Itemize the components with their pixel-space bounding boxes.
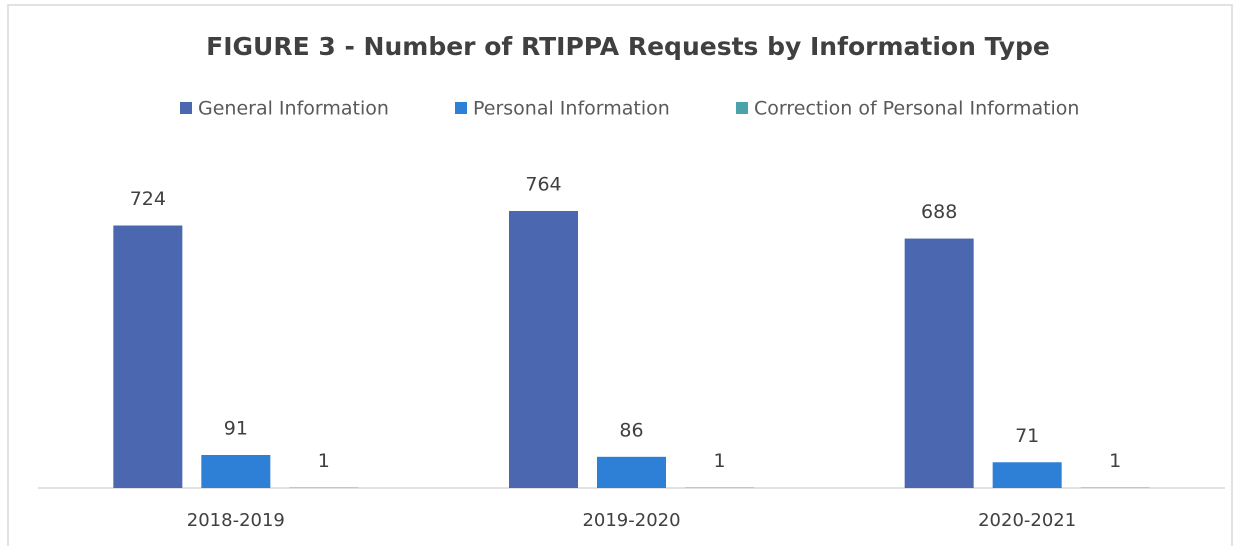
- bar: [992, 462, 1062, 488]
- legend-swatch: [736, 102, 748, 114]
- legend-label: Personal Information: [473, 98, 670, 120]
- value-label: 91: [224, 418, 248, 440]
- bar: [509, 211, 578, 488]
- value-label: 724: [130, 188, 166, 210]
- value-label: 764: [525, 174, 561, 196]
- chart-title: FIGURE 3 - Number of RTIPPA Requests by …: [206, 32, 1050, 61]
- value-label: 1: [318, 450, 330, 472]
- value-label: 1: [1109, 450, 1121, 472]
- x-tick-label: 2020-2021: [978, 510, 1076, 531]
- bar: [904, 238, 974, 488]
- x-tick-label: 2018-2019: [187, 510, 285, 531]
- bar: [597, 456, 666, 488]
- legend-label: General Information: [198, 98, 389, 120]
- legend-label: Correction of Personal Information: [754, 98, 1079, 120]
- chart-frame: [7, 4, 1233, 546]
- value-label: 1: [713, 450, 725, 472]
- bar: [113, 225, 183, 488]
- value-label: 71: [1015, 425, 1039, 447]
- value-label: 688: [921, 201, 957, 223]
- legend-swatch: [455, 102, 467, 114]
- bar: [201, 455, 271, 488]
- value-label: 86: [619, 419, 643, 441]
- legend-swatch: [180, 102, 192, 114]
- x-tick-label: 2019-2020: [582, 510, 680, 531]
